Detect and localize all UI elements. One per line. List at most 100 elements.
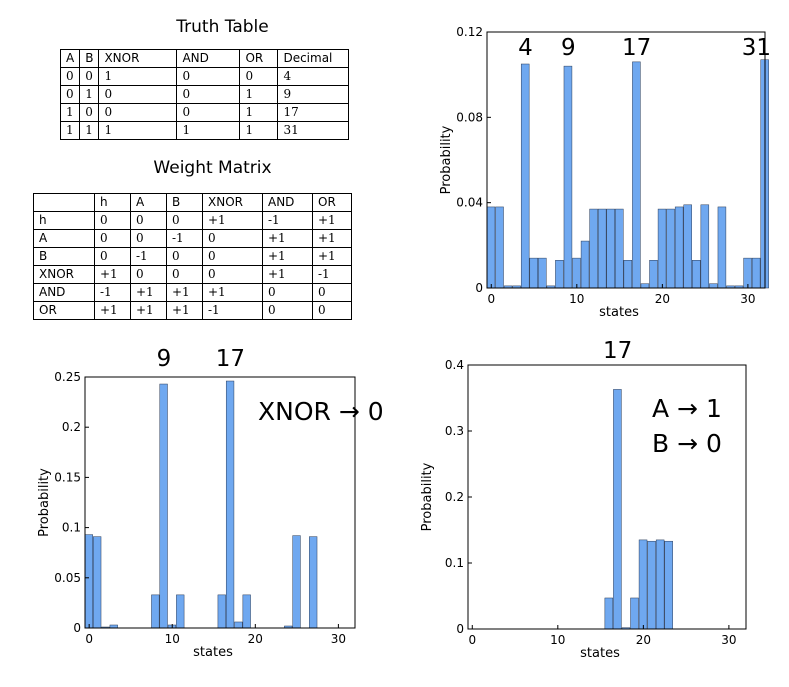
- y-tick-label: 0: [73, 621, 81, 635]
- truth-table-title: Truth Table: [176, 17, 269, 37]
- table-row: h 0 0 0 +1 -1 +1: [33, 211, 352, 230]
- table-header-cell: B: [79, 49, 100, 68]
- x-tick-label: 20: [655, 292, 670, 306]
- x-tick-label: 20: [248, 632, 263, 646]
- peak-label-9: 9: [157, 346, 172, 372]
- bar-state-13: [597, 208, 607, 289]
- y-tick-label: 0.1: [445, 556, 464, 570]
- bar-state-23: [664, 540, 673, 630]
- x-tick-label: 0: [85, 632, 93, 646]
- x-tick-label: 30: [331, 632, 346, 646]
- table-cell: 1: [79, 121, 100, 140]
- table-header-cell: AND: [262, 193, 313, 212]
- bar-state-16: [604, 597, 614, 630]
- bar-state-1: [93, 536, 102, 629]
- bar-state-5: [529, 257, 538, 289]
- bar-state-21: [647, 540, 656, 630]
- y-axis-label: Probability: [420, 462, 435, 531]
- peak-label-9: 9: [561, 35, 576, 61]
- table-cell: +1: [130, 301, 167, 320]
- annotation-text: B → 0: [652, 429, 722, 458]
- bar-state-6: [538, 257, 547, 289]
- bar-state-17: [225, 380, 235, 629]
- bar-state-22: [655, 539, 665, 630]
- weight-matrix-title: Weight Matrix: [153, 158, 272, 178]
- bar-state-22: [674, 206, 684, 289]
- bar-state-8: [151, 594, 160, 629]
- table-row: OR +1 +1 +1 -1 0 0: [33, 301, 352, 320]
- peak-label-17: 17: [622, 35, 651, 61]
- peak-label-17: 17: [216, 346, 245, 372]
- y-axis-label: Probability: [37, 468, 52, 537]
- table-cell: 31: [277, 121, 350, 140]
- y-tick-label: 0.4: [445, 358, 464, 372]
- x-tick-label: 10: [550, 633, 565, 647]
- bar-state-10: [572, 257, 581, 289]
- table-row: AND -1 +1 +1 +1 0 0: [33, 283, 352, 302]
- annotation-text: XNOR → 0: [258, 397, 384, 426]
- bar-state-19: [242, 594, 251, 629]
- bar-state-0: [84, 534, 93, 629]
- y-tick-label: 0.15: [54, 470, 81, 484]
- table-cell: +1: [312, 247, 352, 266]
- bar-state-9: [563, 65, 573, 289]
- bar-state-18: [234, 621, 243, 629]
- y-tick-label: 0.2: [62, 420, 81, 434]
- bar-state-19: [630, 597, 639, 630]
- y-tick-label: 0: [475, 281, 483, 295]
- x-axis-label: states: [580, 646, 620, 661]
- table-cell: +1: [312, 211, 352, 230]
- weight-matrix-table: h A B XNOR AND OR h 0 0 0 +1 -1 +1 A 0 0…: [33, 193, 352, 320]
- chart-top-right: 0 10 20 30 0 0.04 0.08 0.12 states Probability 4 9 1…: [439, 25, 771, 320]
- table-cell: -1: [202, 301, 263, 320]
- peak-label-4: 4: [518, 35, 533, 61]
- x-tick-label: 30: [740, 292, 755, 306]
- x-tick-label: 0: [487, 292, 495, 306]
- x-tick-label: 0: [468, 633, 476, 647]
- table-cell: 9: [277, 85, 350, 104]
- y-tick-label: 0.12: [456, 25, 483, 39]
- bar-state-23: [683, 204, 692, 289]
- bar-state-19: [649, 260, 658, 289]
- bar-state-25: [292, 535, 301, 629]
- plot-frame: [486, 31, 766, 289]
- bar-state-31: [751, 257, 761, 289]
- table-cell: 17: [277, 103, 350, 122]
- y-axis-label: Probability: [439, 125, 454, 194]
- chart-bottom-right: 0 10 20 30 0 0.1 0.2 0.3 0.4 states Probability 17 A…: [420, 338, 747, 661]
- y-tick-label: 0.1: [62, 521, 81, 535]
- annotation-text: A → 1: [652, 394, 722, 423]
- table-row: 1 1 1 1 1 31: [59, 121, 350, 140]
- bar-state-8: [555, 260, 564, 289]
- y-tick-label: 0.08: [456, 110, 483, 124]
- bar-state-14: [606, 208, 615, 289]
- bar-state-16: [623, 260, 633, 289]
- table-header-row: h A B XNOR AND OR: [33, 193, 352, 212]
- bar-state-0: [486, 206, 496, 289]
- bar-state-11: [176, 594, 185, 629]
- plot-frame: [84, 376, 356, 629]
- bar-state-26: [709, 283, 718, 289]
- y-tick-label: 0: [456, 622, 464, 636]
- table-row: B 0 -1 0 0 +1 +1: [33, 247, 352, 266]
- x-axis-label: states: [599, 305, 639, 320]
- x-tick-label: 30: [721, 633, 736, 647]
- y-tick-label: 0.05: [54, 571, 81, 585]
- table-row: XNOR +1 0 0 0 +1 -1: [33, 265, 352, 284]
- peak-label-17: 17: [603, 338, 632, 364]
- bar-state-27: [717, 206, 727, 289]
- x-tick-label: 10: [165, 632, 180, 646]
- y-tick-label: 0.2: [445, 490, 464, 504]
- bar-state-21: [666, 208, 675, 289]
- bar-state-4: [520, 63, 530, 289]
- bar-state-16: [217, 594, 226, 629]
- bar-state-11: [580, 240, 590, 289]
- bar-state-20: [657, 208, 667, 289]
- bar-state-1: [495, 206, 504, 289]
- bar-state-9: [159, 383, 168, 629]
- bar-state-12: [589, 208, 598, 289]
- bar-state-27: [309, 536, 318, 629]
- y-tick-label: 0.04: [456, 196, 483, 210]
- y-tick-label: 0.3: [445, 424, 464, 438]
